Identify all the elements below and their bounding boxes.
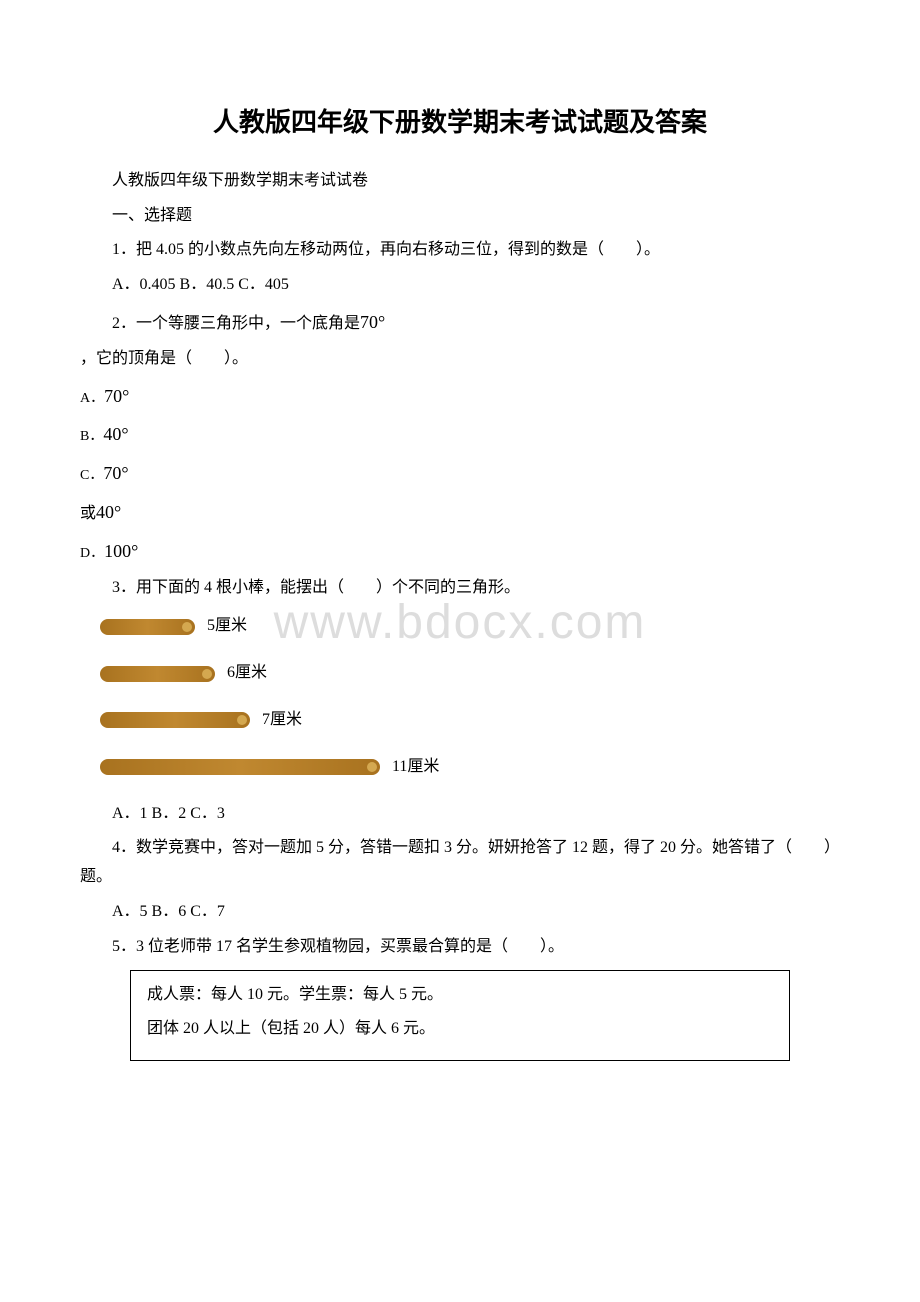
stick-6cm-label: 6厘米 <box>227 659 267 688</box>
stick-row-7cm: 7厘米 <box>100 706 840 735</box>
question-1-options: A．0.405 B．40.5 C．405 <box>80 271 840 300</box>
document-title: 人教版四年级下册数学期末考试试题及答案 <box>80 100 840 147</box>
question-3-options: A．1 B．2 C．3 <box>80 800 840 829</box>
question-2-option-c: C．70° <box>80 457 840 490</box>
option-b-prefix: B． <box>80 429 103 444</box>
stick-5cm-icon <box>100 619 195 635</box>
stick-row-5cm: 5厘米 <box>100 612 840 641</box>
stick-11cm-icon <box>100 759 380 775</box>
question-5-price-box: 成人票：每人 10 元。学生票：每人 5 元。 团体 20 人以上（包括 20 … <box>130 970 790 1062</box>
stick-row-6cm: 6厘米 <box>100 659 840 688</box>
question-1: 1．把 4.05 的小数点先向左移动两位，再向右移动三位，得到的数是（ ）。 <box>80 236 840 265</box>
document-subtitle: 人教版四年级下册数学期末考试试卷 <box>80 167 840 196</box>
sticks-diagram: 5厘米 6厘米 7厘米 11厘米 <box>100 612 840 781</box>
section-1-header: 一、选择题 <box>80 202 840 231</box>
question-2-prefix: 2．一个等腰三角形中，一个底角是 <box>112 315 360 332</box>
question-2-continuation: ，它的顶角是（ ）。 <box>80 345 840 374</box>
stick-7cm-icon <box>100 712 250 728</box>
option-a-prefix: A． <box>80 391 104 406</box>
stick-7cm-label: 7厘米 <box>262 706 302 735</box>
question-4-options: A．5 B．6 C．7 <box>80 898 840 927</box>
option-c-prefix: C． <box>80 468 103 483</box>
option-d-prefix: D． <box>80 546 104 561</box>
or-value: 40° <box>96 502 121 522</box>
stick-row-11cm: 11厘米 <box>100 753 840 782</box>
or-prefix: 或 <box>80 505 96 522</box>
option-a-value: 70° <box>104 386 129 406</box>
price-box-line-1: 成人票：每人 10 元。学生票：每人 5 元。 <box>147 981 773 1010</box>
question-2-option-a: A．70° <box>80 380 840 413</box>
question-4: 4．数学竞赛中，答对一题加 5 分，答错一题扣 3 分。妍妍抢答了 12 题，得… <box>80 834 840 892</box>
question-2-option-d: D．100° <box>80 535 840 568</box>
stick-5cm-label: 5厘米 <box>207 612 247 641</box>
price-box-line-2: 团体 20 人以上（包括 20 人）每人 6 元。 <box>147 1015 773 1044</box>
option-d-value: 100° <box>104 541 138 561</box>
question-2-or: 或40° <box>80 496 840 529</box>
question-2-option-b: B．40° <box>80 418 840 451</box>
question-3: 3．用下面的 4 根小棒，能摆出（ ）个不同的三角形。 <box>80 574 840 603</box>
stick-11cm-label: 11厘米 <box>392 753 439 782</box>
option-b-value: 40° <box>103 424 128 444</box>
stick-6cm-icon <box>100 666 215 682</box>
option-c-value: 70° <box>103 463 128 483</box>
question-2-angle: 70° <box>360 312 385 332</box>
question-5: 5．3 位老师带 17 名学生参观植物园，买票最合算的是（ ）。 <box>80 933 840 962</box>
question-2: 2．一个等腰三角形中，一个底角是70° <box>80 306 840 339</box>
